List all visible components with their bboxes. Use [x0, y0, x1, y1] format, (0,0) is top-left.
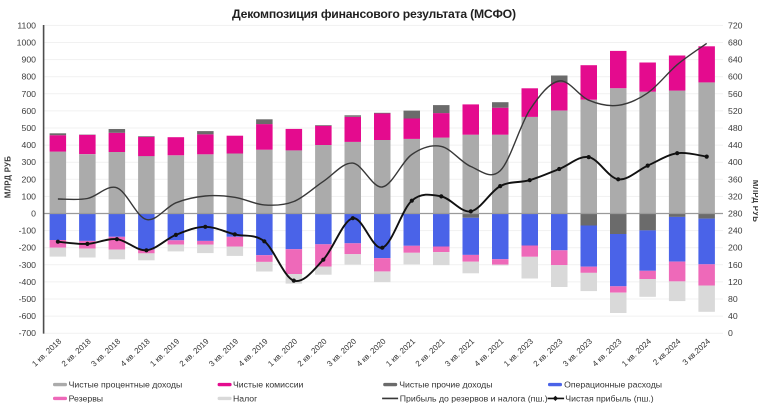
svg-text:Чистые комиссии: Чистые комиссии [233, 380, 304, 390]
svg-text:300: 300 [22, 157, 37, 167]
svg-text:720: 720 [728, 20, 743, 30]
svg-text:80: 80 [728, 294, 738, 304]
svg-text:520: 520 [728, 106, 743, 116]
svg-text:1000: 1000 [17, 38, 36, 48]
svg-text:320: 320 [728, 191, 743, 201]
svg-text:-400: -400 [19, 277, 37, 287]
svg-text:160: 160 [728, 260, 743, 270]
svg-text:360: 360 [728, 174, 743, 184]
svg-text:200: 200 [728, 243, 743, 253]
svg-text:800: 800 [22, 72, 37, 82]
svg-text:1100: 1100 [17, 20, 36, 30]
svg-text:Декомпозиция финансового резул: Декомпозиция финансового результата (МСФ… [232, 7, 516, 21]
svg-text:Налог: Налог [233, 393, 257, 403]
svg-text:280: 280 [728, 209, 743, 219]
svg-text:Чистая прибыль (пш.): Чистая прибыль (пш.) [565, 393, 653, 403]
svg-text:-200: -200 [19, 243, 37, 253]
svg-text:-500: -500 [19, 294, 37, 304]
svg-text:700: 700 [22, 89, 37, 99]
svg-text:Операционные расходы: Операционные расходы [564, 380, 662, 390]
svg-text:0: 0 [31, 209, 36, 219]
svg-text:Прибыль до резервов и налога (: Прибыль до резервов и налога (пш.) [400, 393, 548, 403]
svg-text:440: 440 [728, 140, 743, 150]
svg-text:500: 500 [22, 123, 37, 133]
svg-text:120: 120 [728, 277, 743, 287]
svg-text:0: 0 [728, 328, 733, 338]
svg-text:680: 680 [728, 38, 743, 48]
svg-text:Чистые прочие доходы: Чистые прочие доходы [399, 380, 492, 390]
svg-text:400: 400 [22, 140, 37, 150]
svg-text:-600: -600 [19, 311, 37, 321]
svg-text:560: 560 [728, 89, 743, 99]
svg-text:-700: -700 [19, 328, 37, 338]
svg-text:-300: -300 [19, 260, 37, 270]
svg-text:200: 200 [22, 174, 37, 184]
svg-text:40: 40 [728, 311, 738, 321]
svg-text:Чистые процентные доходы: Чистые процентные доходы [69, 380, 183, 390]
svg-text:400: 400 [728, 157, 743, 167]
svg-text:240: 240 [728, 226, 743, 236]
svg-text:100: 100 [22, 191, 37, 201]
svg-text:600: 600 [22, 106, 37, 116]
svg-text:480: 480 [728, 123, 743, 133]
svg-text:МЛРД РУБ: МЛРД РУБ [751, 180, 758, 222]
svg-text:Резервы: Резервы [69, 393, 103, 403]
svg-text:900: 900 [22, 55, 37, 65]
svg-text:640: 640 [728, 55, 743, 65]
svg-text:МЛРД РУБ: МЛРД РУБ [4, 156, 13, 198]
svg-text:-100: -100 [19, 226, 37, 236]
svg-text:600: 600 [728, 72, 743, 82]
